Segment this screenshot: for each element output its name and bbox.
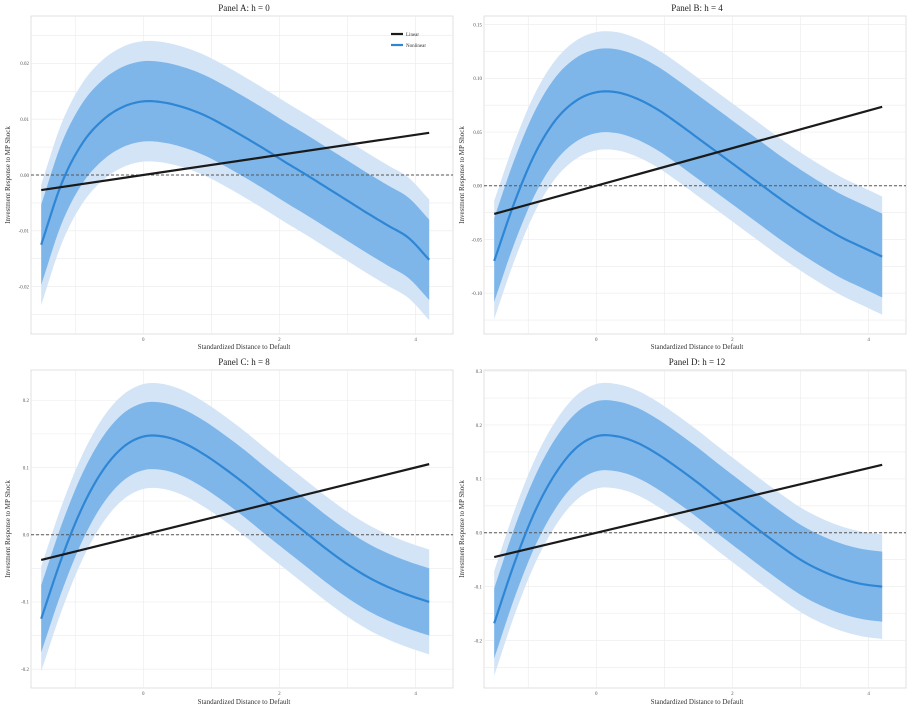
x-axis-title: Standardized Distance to Default xyxy=(651,343,744,351)
panel-b: 0 2 4 -0.10 -0.05 0.00 0.05 0.10 0.15 Panel B: h … xyxy=(458,3,907,351)
confidence-band-inner xyxy=(494,48,883,302)
confidence-band-inner xyxy=(41,60,430,300)
y-tick-label: -0.2 xyxy=(474,639,482,644)
y-tick-label: 0.2 xyxy=(23,399,30,404)
x-axis-title: Standardized Distance to Default xyxy=(198,698,291,706)
x-tick-label: 0 xyxy=(142,338,145,343)
x-tick-label: 0 xyxy=(142,692,145,697)
panel-title: Panel C: h = 8 xyxy=(218,357,270,367)
legend-label-nonlinear: Nonlinear xyxy=(406,44,426,49)
series-line-linear xyxy=(493,105,883,216)
panel-title: Panel B: h = 4 xyxy=(671,3,723,13)
series-line-nonlinear xyxy=(493,90,883,262)
y-tick-label: 0.3 xyxy=(476,370,483,375)
series-line-linear xyxy=(493,463,883,559)
legend-label-linear: Linear xyxy=(406,33,419,38)
panel-title: Panel A: h = 0 xyxy=(218,3,270,13)
series-line-nonlinear xyxy=(40,434,430,620)
panel-title: Panel D: h = 12 xyxy=(669,357,726,367)
panel-c: 0 2 4 -0.2 -0.1 0.0 0.1 0.2 Panel C: h = 8 Standa… xyxy=(4,357,454,706)
series-line-linear xyxy=(40,463,430,561)
panel-d: 0 2 4 -0.2 -0.1 0.0 0.1 0.2 0.3 Panel D: h = 12 St… xyxy=(458,357,907,706)
y-tick-label: 0.00 xyxy=(473,185,482,190)
y-tick-label: -0.10 xyxy=(472,292,483,297)
y-axis-title: Investment Response to MP Shock xyxy=(458,480,466,578)
y-tick-label: 0.2 xyxy=(476,424,483,429)
legend: Linear Nonlinear xyxy=(391,33,426,49)
y-tick-label: -0.1 xyxy=(474,585,482,590)
y-tick-label: -0.02 xyxy=(19,285,30,290)
y-tick-label: -0.05 xyxy=(472,238,483,243)
x-tick-label: 2 xyxy=(731,692,734,697)
y-tick-label: 0.01 xyxy=(20,118,29,123)
y-tick-label: 0.0 xyxy=(476,532,483,537)
y-tick-label: 0.1 xyxy=(23,466,30,471)
panel-a: 0 2 4 -0.02 -0.01 0.00 0.01 0.02 Panel A: h = 0 S… xyxy=(4,3,454,351)
y-tick-label: 0.05 xyxy=(473,131,482,136)
x-axis-title: Standardized Distance to Default xyxy=(198,343,291,351)
y-tick-label: -0.01 xyxy=(19,230,30,235)
x-tick-label: 2 xyxy=(278,338,281,343)
x-tick-label: 4 xyxy=(414,338,417,343)
y-tick-label: -0.2 xyxy=(21,668,29,673)
y-axis-title: Investment Response to MP Shock xyxy=(4,126,12,224)
series-line-nonlinear xyxy=(40,99,430,261)
y-tick-label: 0.15 xyxy=(473,23,482,28)
y-tick-label: 0.10 xyxy=(473,77,482,82)
x-tick-label: 4 xyxy=(867,692,870,697)
y-tick-label: 0.02 xyxy=(20,62,29,67)
x-tick-label: 4 xyxy=(867,338,870,343)
x-tick-label: 2 xyxy=(731,338,734,343)
x-tick-label: 2 xyxy=(278,692,281,697)
series-line-nonlinear xyxy=(493,434,883,624)
y-tick-label: 0.00 xyxy=(20,174,29,179)
x-tick-label: 0 xyxy=(595,692,598,697)
y-tick-label: 0.1 xyxy=(476,478,483,483)
x-tick-label: 4 xyxy=(414,692,417,697)
confidence-band-inner xyxy=(494,400,883,659)
y-axis-title: Investment Response to MP Shock xyxy=(458,126,466,224)
x-tick-label: 0 xyxy=(595,338,598,343)
y-tick-label: -0.1 xyxy=(21,601,29,606)
series-line-linear xyxy=(41,131,430,192)
y-axis-title: Investment Response to MP Shock xyxy=(4,480,12,578)
x-axis-title: Standardized Distance to Default xyxy=(651,698,744,706)
y-tick-label: 0.0 xyxy=(23,534,30,539)
confidence-band-inner xyxy=(41,401,430,653)
